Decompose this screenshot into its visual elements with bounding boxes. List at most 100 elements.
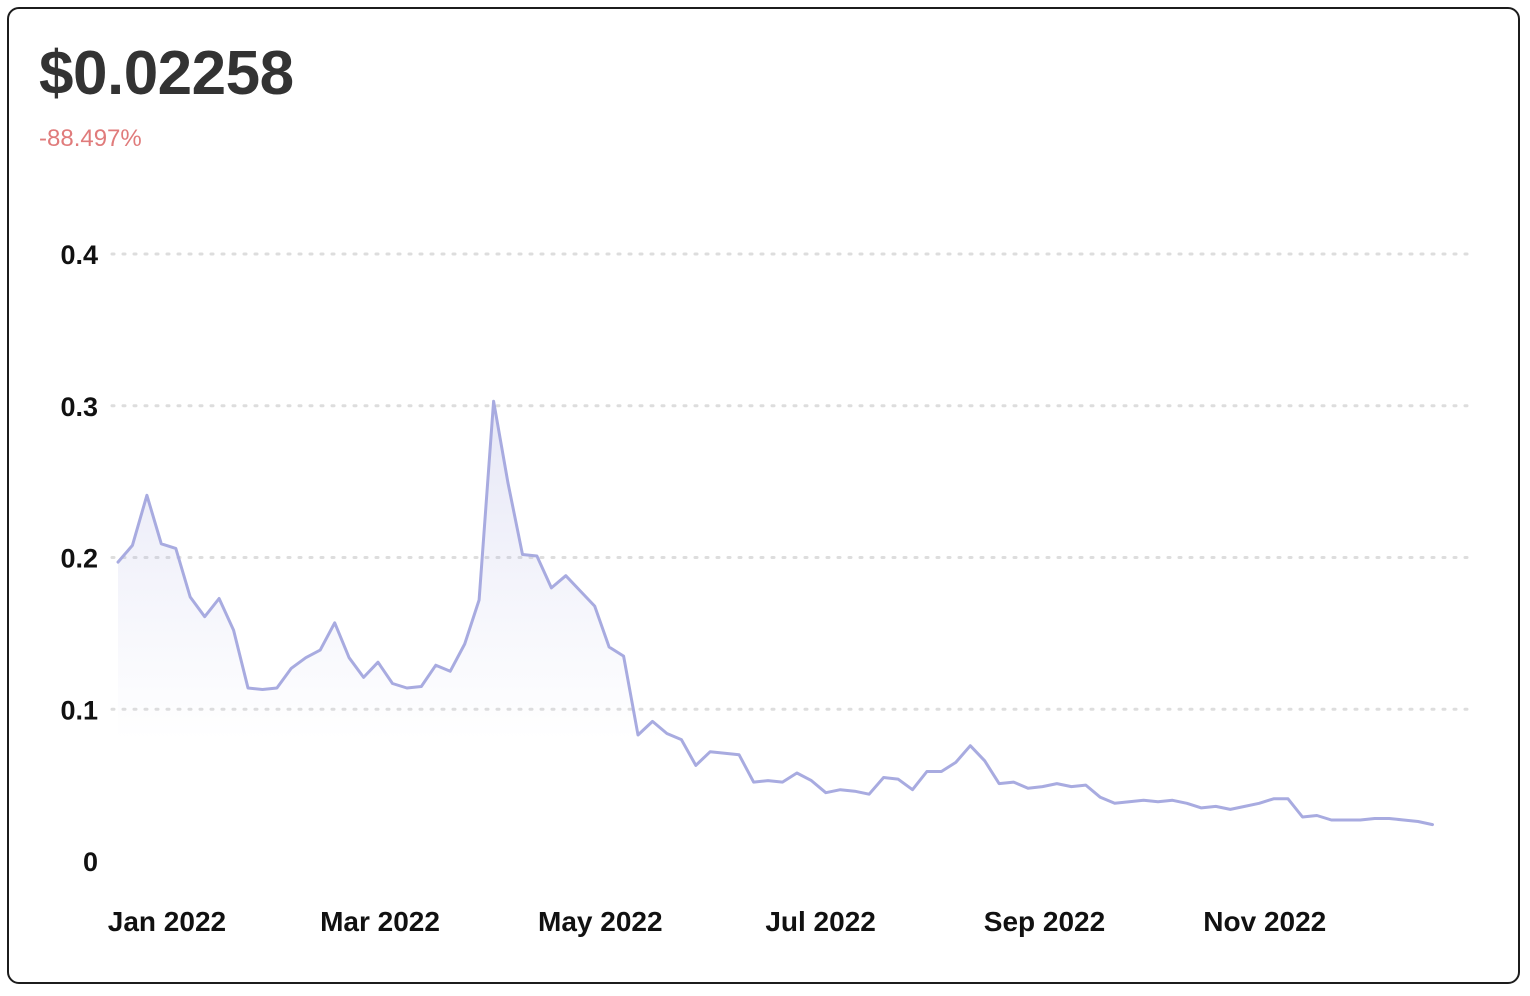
current-price: $0.02258 (39, 39, 294, 108)
data-point (894, 775, 902, 783)
data-point (966, 742, 974, 750)
data-point (475, 596, 483, 604)
data-point (1154, 798, 1162, 806)
data-point (1183, 799, 1191, 807)
data-point (533, 552, 541, 560)
data-point (1400, 816, 1408, 824)
data-point (1299, 813, 1307, 821)
data-point (360, 673, 368, 681)
data-point (389, 680, 397, 688)
data-point (764, 777, 772, 785)
data-point (692, 761, 700, 769)
data-point (909, 786, 917, 794)
data-point (1241, 802, 1249, 810)
data-point (793, 769, 801, 777)
data-point (519, 551, 527, 559)
data-point (1226, 805, 1234, 813)
data-point (230, 626, 238, 634)
y-tick-label: 0.4 (60, 240, 98, 270)
x-tick-label: Jan 2022 (108, 906, 226, 937)
data-point (981, 757, 989, 765)
data-point (937, 768, 945, 776)
data-point (620, 652, 628, 660)
data-point (1414, 818, 1422, 826)
data-point (822, 789, 830, 797)
data-point (128, 541, 136, 549)
data-point (201, 613, 209, 621)
data-point (779, 778, 787, 786)
data-point (1342, 816, 1350, 824)
data-point (1385, 815, 1393, 823)
data-point (1356, 816, 1364, 824)
data-point (807, 777, 815, 785)
data-point (923, 768, 931, 776)
data-point (172, 544, 180, 552)
y-tick-label: 0.1 (60, 695, 98, 725)
data-point (446, 667, 454, 675)
data-point (721, 749, 729, 757)
data-point (1169, 796, 1177, 804)
data-point (1082, 781, 1090, 789)
data-point (215, 595, 223, 603)
data-point (591, 602, 599, 610)
x-tick-label: Nov 2022 (1203, 906, 1326, 937)
data-point (1429, 821, 1437, 829)
data-point (345, 654, 353, 662)
data-point (851, 787, 859, 795)
data-point (706, 748, 714, 756)
data-point (750, 778, 758, 786)
data-point (952, 758, 960, 766)
data-point (649, 717, 657, 725)
data-point (273, 684, 281, 692)
data-point (663, 730, 671, 738)
data-point (417, 683, 425, 691)
data-point (374, 658, 382, 666)
data-point (302, 654, 310, 662)
data-point (1039, 783, 1047, 791)
data-point (1313, 812, 1321, 820)
data-point (547, 584, 555, 592)
series-points (114, 397, 1437, 828)
y-tick-label: 0.2 (60, 544, 98, 574)
data-point (331, 619, 339, 627)
data-point (1140, 796, 1148, 804)
data-point (403, 684, 411, 692)
data-point (1053, 780, 1061, 788)
data-point (244, 684, 252, 692)
data-point (490, 397, 498, 405)
data-point (259, 686, 267, 694)
data-point (1067, 783, 1075, 791)
data-point (677, 736, 685, 744)
price-change-percent: -88.497% (39, 125, 142, 152)
data-point (143, 491, 151, 499)
data-point (836, 786, 844, 794)
data-point (605, 643, 613, 651)
x-tick-label: Sep 2022 (984, 906, 1105, 937)
data-point (1255, 799, 1263, 807)
data-point (186, 593, 194, 601)
data-point (1111, 799, 1119, 807)
data-point (1125, 798, 1133, 806)
data-point (287, 664, 295, 672)
x-tick-label: Mar 2022 (320, 906, 440, 937)
data-point (1096, 793, 1104, 801)
data-point (1024, 784, 1032, 792)
data-point (114, 558, 122, 566)
x-axis-ticks: Jan 2022 Mar 2022 May 2022 Jul 2022 Sep 2022… (108, 906, 1326, 937)
x-tick-label: Jul 2022 (765, 906, 876, 937)
y-axis-ticks: 0.4 0.3 0.2 0.1 0 (60, 240, 98, 877)
data-point (1270, 795, 1278, 803)
data-point (432, 661, 440, 669)
data-point (504, 479, 512, 487)
data-point (634, 731, 642, 739)
data-point (562, 572, 570, 580)
x-tick-label: May 2022 (538, 906, 663, 937)
data-point (316, 646, 324, 654)
chart-card: $0.02258 -88.497% (7, 7, 1520, 984)
data-point (461, 640, 469, 648)
data-point (995, 780, 1003, 788)
data-point (1212, 802, 1220, 810)
series-area (118, 401, 1433, 740)
y-tick-label: 0 (83, 847, 98, 877)
